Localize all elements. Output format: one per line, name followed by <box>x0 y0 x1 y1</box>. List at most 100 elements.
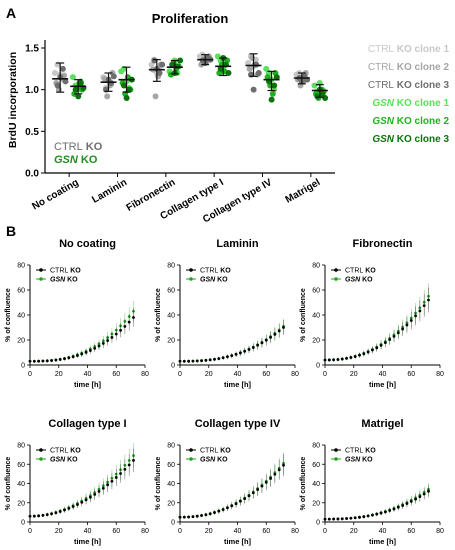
y-tick-label: 20 <box>17 500 25 507</box>
data-point <box>340 517 344 521</box>
data-point <box>114 476 118 479</box>
y-tick-label: 80 <box>167 443 175 450</box>
data-point <box>405 502 409 505</box>
legend-entry: CTRL KO <box>200 268 231 275</box>
data-point <box>336 358 340 361</box>
data-point <box>156 70 163 76</box>
data-point <box>50 359 53 362</box>
data-point <box>132 459 135 462</box>
data-point <box>277 329 281 333</box>
data-point <box>247 348 251 351</box>
y-tick-label: 20 <box>312 338 320 345</box>
y-axis-label: % of confluence <box>155 457 162 511</box>
x-tick-label: 60 <box>262 528 270 535</box>
confluence-plot: No coating 0 20 40 60 80 0 20 40 60 80 time [h] % of… <box>5 238 149 389</box>
data-point <box>58 510 62 513</box>
x-tick-label: 40 <box>84 371 92 378</box>
data-point <box>51 70 58 76</box>
data-point <box>353 516 357 520</box>
legend-marker <box>39 268 43 272</box>
data-point <box>178 515 182 519</box>
y-tick-label: 60 <box>167 288 175 295</box>
x-tick-label: 60 <box>407 371 415 378</box>
data-point <box>127 463 131 467</box>
data-point <box>379 343 383 347</box>
data-point <box>28 359 32 363</box>
y-tick-label: 0 <box>171 363 175 370</box>
data-point <box>418 495 422 499</box>
data-point <box>392 507 396 511</box>
data-point <box>358 353 361 357</box>
data-point <box>151 57 158 64</box>
legend-marker <box>334 268 338 272</box>
data-point <box>277 468 281 472</box>
data-point <box>405 323 409 327</box>
data-point <box>119 328 122 332</box>
y-tick-label: 60 <box>17 288 25 295</box>
legend-entry: CTRL KO clone 3 <box>368 80 450 91</box>
data-point <box>345 356 348 360</box>
data-point <box>238 499 242 503</box>
x-tick-label: 80 <box>141 528 149 535</box>
data-point <box>204 358 208 362</box>
data-point <box>69 74 76 81</box>
data-point <box>366 514 370 518</box>
data-point <box>260 484 264 488</box>
x-tick-label: Matrigel <box>284 177 323 206</box>
legend-entry: GSN KO <box>345 277 373 284</box>
data-point <box>178 359 182 363</box>
data-point <box>110 479 114 483</box>
data-point <box>269 335 272 339</box>
x-axis-label: time [h] <box>74 537 102 546</box>
plot-title: Matrigel <box>361 418 403 430</box>
data-point <box>366 350 370 354</box>
data-point <box>217 65 224 72</box>
x-tick-label: 80 <box>141 371 149 378</box>
data-point <box>401 327 405 331</box>
data-point <box>250 86 257 93</box>
data-point <box>200 359 203 363</box>
data-point <box>273 472 277 476</box>
data-point <box>195 514 199 518</box>
y-tick-label: 40 <box>17 313 25 320</box>
y-tick-label: 0.5 <box>25 127 39 138</box>
data-point <box>226 355 229 359</box>
data-point <box>388 509 392 512</box>
legend-entry: CTRL KO <box>200 448 231 455</box>
y-tick-label: 0 <box>21 363 25 370</box>
y-tick-label: 40 <box>17 481 25 488</box>
data-point <box>383 341 387 345</box>
panel-a-legend: CTRL KO clone 1 CTRL KO clone 2 CTRL KO cl… <box>368 44 450 145</box>
data-point <box>269 477 272 480</box>
data-point <box>182 515 186 519</box>
data-point <box>217 509 221 513</box>
x-tick-label: 20 <box>55 371 63 378</box>
data-point <box>54 511 58 515</box>
data-point <box>84 498 88 502</box>
confluence-plot: Fibronectin 0 20 40 60 80 0 20 40 60 80 time [h] % o… <box>300 238 444 389</box>
data-point <box>422 304 426 307</box>
legend-entry: GSN KO <box>50 457 78 464</box>
x-tick-label: 0 <box>323 528 327 535</box>
y-axis-label: % of confluence <box>155 288 162 342</box>
data-point <box>200 514 203 517</box>
confluence-plot: Matrigel 0 20 40 60 80 0 20 40 60 80 time [h] % of c… <box>300 418 444 546</box>
data-point <box>32 514 36 518</box>
data-point <box>268 96 275 103</box>
data-point <box>54 82 61 89</box>
data-point <box>126 86 133 93</box>
data-point <box>358 515 361 519</box>
data-point <box>50 512 53 516</box>
data-point <box>282 463 285 467</box>
data-point <box>123 95 130 101</box>
data-point <box>67 506 71 510</box>
data-point <box>375 346 379 350</box>
legend-entry: GSN KO clone 2 <box>372 116 449 127</box>
data-point <box>247 494 251 498</box>
y-tick-label: 20 <box>167 500 175 507</box>
data-point <box>71 355 75 359</box>
data-point <box>75 93 82 100</box>
data-point <box>37 514 41 518</box>
data-point <box>204 513 208 517</box>
